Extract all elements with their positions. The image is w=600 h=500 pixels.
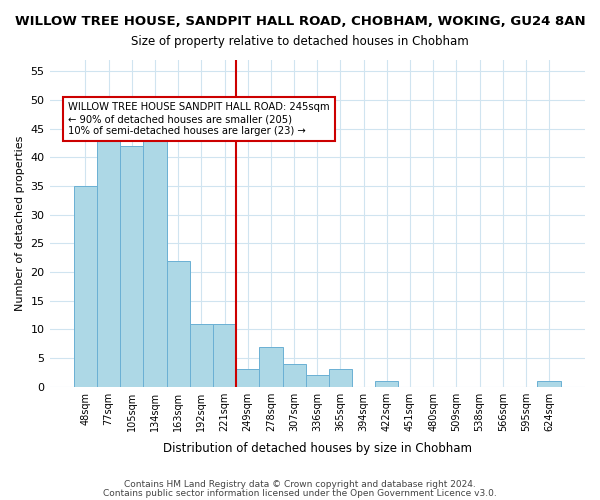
Text: WILLOW TREE HOUSE SANDPIT HALL ROAD: 245sqm
← 90% of detached houses are smaller: WILLOW TREE HOUSE SANDPIT HALL ROAD: 245… <box>68 102 330 136</box>
Text: Contains public sector information licensed under the Open Government Licence v3: Contains public sector information licen… <box>103 488 497 498</box>
Bar <box>213 324 236 386</box>
Bar <box>259 346 283 387</box>
Text: Size of property relative to detached houses in Chobham: Size of property relative to detached ho… <box>131 35 469 48</box>
Text: WILLOW TREE HOUSE, SANDPIT HALL ROAD, CHOBHAM, WOKING, GU24 8AN: WILLOW TREE HOUSE, SANDPIT HALL ROAD, CH… <box>14 15 586 28</box>
Bar <box>375 381 398 386</box>
Bar <box>305 375 329 386</box>
Text: Contains HM Land Registry data © Crown copyright and database right 2024.: Contains HM Land Registry data © Crown c… <box>124 480 476 489</box>
Bar <box>167 260 190 386</box>
Bar <box>143 140 167 386</box>
X-axis label: Distribution of detached houses by size in Chobham: Distribution of detached houses by size … <box>163 442 472 455</box>
Bar <box>74 186 97 386</box>
Bar <box>283 364 305 386</box>
Bar <box>329 370 352 386</box>
Bar <box>97 140 120 386</box>
Bar <box>236 370 259 386</box>
Y-axis label: Number of detached properties: Number of detached properties <box>15 136 25 311</box>
Bar <box>538 381 560 386</box>
Bar <box>190 324 213 386</box>
Bar <box>120 146 143 386</box>
